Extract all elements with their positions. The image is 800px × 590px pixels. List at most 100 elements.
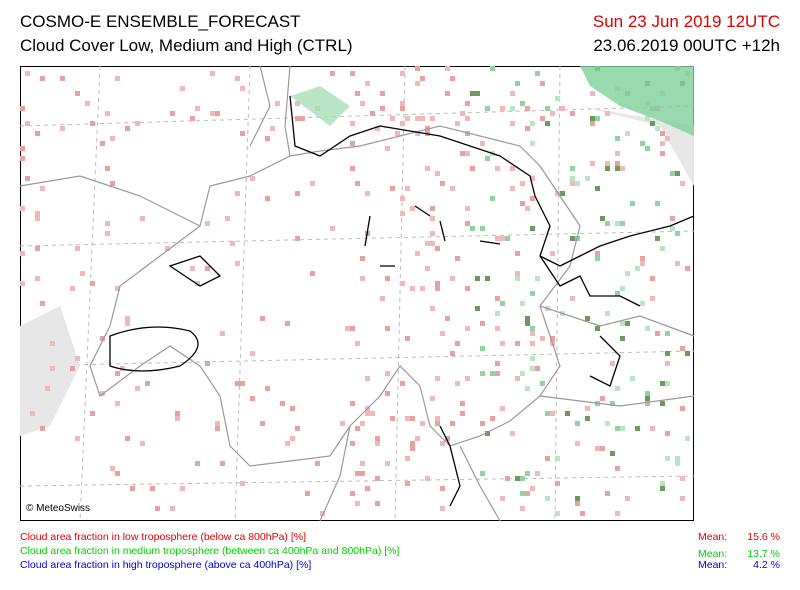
mean-value: 4.2 % — [753, 559, 780, 571]
cloud-cell — [620, 286, 625, 291]
cloud-cell — [460, 411, 465, 416]
cloud-cell — [350, 141, 355, 146]
cloud-cell — [545, 411, 550, 416]
cloud-cell — [440, 181, 445, 186]
cloud-cell — [195, 106, 200, 111]
cloud-cell — [670, 226, 675, 231]
cloud-cell — [595, 326, 600, 331]
cloud-cell — [20, 251, 25, 256]
cloud-cell — [515, 276, 520, 281]
cloud-cell — [550, 251, 555, 256]
cloud-cell — [465, 101, 470, 106]
cloud-cell — [360, 421, 365, 426]
cloud-cell — [125, 126, 130, 131]
cloud-cell — [525, 491, 530, 496]
cloud-cell — [60, 126, 65, 131]
cloud-cell — [525, 126, 530, 131]
cloud-cell — [175, 416, 180, 421]
cloud-cell — [195, 281, 200, 286]
cloud-cell — [615, 291, 620, 296]
cloud-cell — [480, 371, 485, 376]
cloud-cell — [260, 316, 265, 321]
cloud-cell — [535, 471, 540, 476]
cloud-cell — [680, 181, 685, 186]
cloud-cell — [135, 386, 140, 391]
cloud-cell — [170, 506, 175, 511]
cloud-cell — [180, 486, 185, 491]
cloud-cell — [685, 436, 690, 441]
cloud-cell — [240, 86, 245, 91]
cloud-cell — [400, 101, 405, 106]
cloud-cell — [520, 506, 525, 511]
cloud-cell — [635, 266, 640, 271]
cloud-cell — [365, 191, 370, 196]
cloud-cell — [350, 121, 355, 126]
cloud-cell — [535, 276, 540, 281]
cloud-cell — [660, 486, 665, 491]
cloud-cell — [420, 286, 425, 291]
cloud-cell — [490, 371, 495, 376]
cloud-cell — [430, 231, 435, 236]
cloud-cell — [665, 136, 670, 141]
cloud-cell — [435, 281, 440, 286]
cloud-cell — [570, 181, 575, 186]
cloud-cell — [405, 336, 410, 341]
borders — [20, 66, 695, 522]
cloud-cell — [105, 111, 110, 116]
cloud-cell — [585, 406, 590, 411]
cloud-cell — [595, 256, 600, 261]
cloud-cell — [105, 166, 110, 171]
cloud-cell — [40, 76, 45, 81]
cloud-cell — [595, 116, 600, 121]
cloud-cell — [675, 456, 680, 461]
cloud-cell — [260, 421, 265, 426]
cloud-cell — [355, 91, 360, 96]
cloud-cell — [450, 76, 455, 81]
cloud-cell — [75, 436, 80, 441]
cloud-cell — [615, 466, 620, 471]
cloud-cell — [405, 116, 410, 121]
cloud-cell — [655, 331, 660, 336]
cloud-cell — [350, 491, 355, 496]
cloud-cell — [80, 271, 85, 276]
cloud-cell — [495, 296, 500, 301]
cloud-cell — [120, 366, 125, 371]
cloud-cell — [115, 76, 120, 81]
cloud-cell — [480, 226, 485, 231]
cloud-cell — [445, 316, 450, 321]
cloud-cell — [630, 376, 635, 381]
cloud-cell — [645, 146, 650, 151]
cloud-cell — [570, 296, 575, 301]
cloud-cell — [450, 421, 455, 426]
cloud-cell — [555, 96, 560, 101]
cloud-cell — [220, 461, 225, 466]
cloud-cell — [485, 276, 490, 281]
cloud-cell — [520, 301, 525, 306]
cloud-cell — [530, 291, 535, 296]
cloud-cell — [535, 366, 540, 371]
cloud-cell — [530, 356, 535, 361]
cloud-cell — [265, 386, 270, 391]
cloud-cell — [605, 111, 610, 116]
cloud-cell — [525, 471, 530, 476]
cloud-cell — [645, 401, 650, 406]
cloud-cell — [660, 246, 665, 251]
cloud-cell — [495, 371, 500, 376]
cloud-cell — [360, 276, 365, 281]
cloud-cell — [205, 221, 210, 226]
cloud-cell — [465, 206, 470, 211]
cloud-cell — [115, 471, 120, 476]
cloud-cell — [660, 481, 665, 486]
cloud-cell — [250, 396, 255, 401]
cloud-cell — [605, 161, 610, 166]
cloud-cell — [620, 336, 625, 341]
cloud-cell — [655, 236, 660, 241]
cloud-cell — [40, 301, 45, 306]
cloud-cell — [530, 226, 535, 231]
cloud-cell — [665, 431, 670, 436]
cloud-cell — [240, 481, 245, 486]
cloud-cell — [105, 231, 110, 236]
cloud-cell — [265, 136, 270, 141]
cloud-cell — [610, 401, 615, 406]
cloud-cell — [25, 71, 30, 76]
